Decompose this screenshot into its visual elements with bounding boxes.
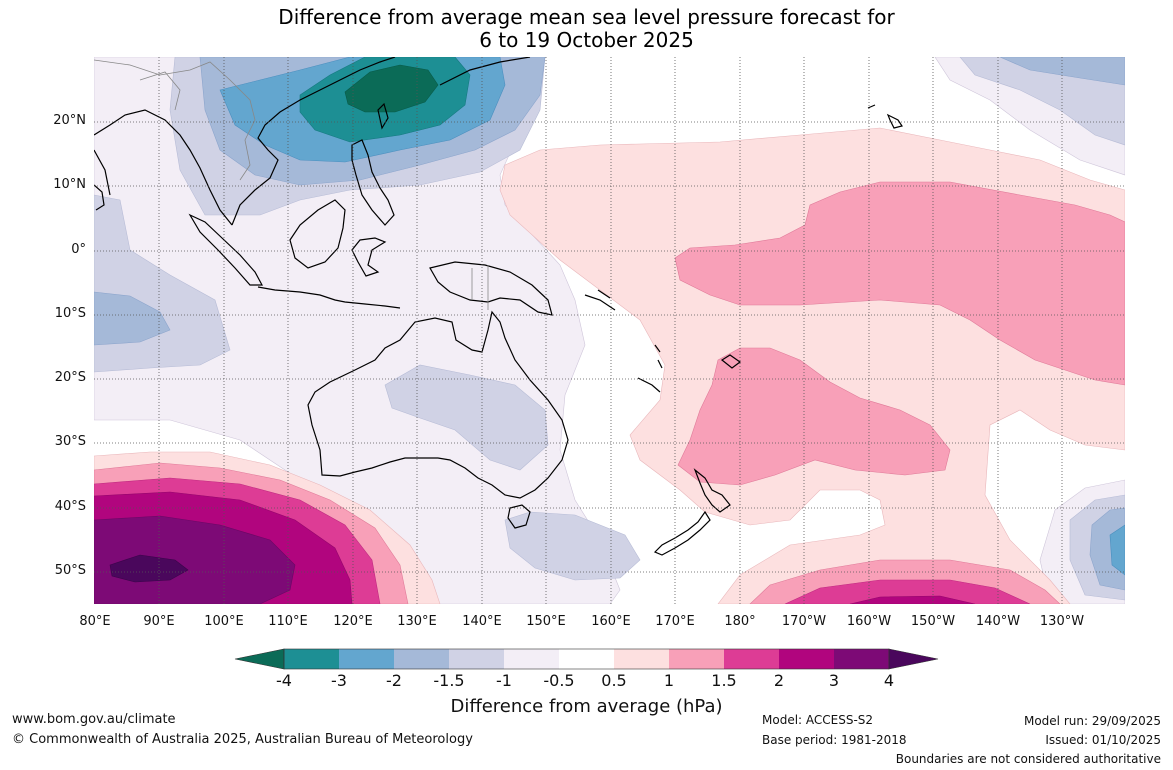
- lon-label: 110°E: [268, 614, 308, 629]
- lon-label: 140°W: [975, 614, 1021, 629]
- colorbar-tick-label: 0.5: [601, 671, 627, 690]
- graticule: [94, 57, 1125, 604]
- colorbar-tick-label: -1: [496, 671, 512, 690]
- colorbar-segment: [559, 649, 614, 669]
- colorbar-tick-label: -2: [386, 671, 402, 690]
- boundaries-disclaimer: Boundaries are not considered authoritat…: [895, 752, 1161, 766]
- colorbar-tick-label: 1: [663, 671, 675, 690]
- vanuatu-coastline: [654, 344, 663, 369]
- colorbar-segment: [779, 649, 834, 669]
- contour-negative-1: [504, 511, 641, 581]
- lat-label: 0°: [71, 242, 86, 257]
- colorbar-segment: [669, 649, 724, 669]
- base-period: Base period: 1981-2018: [762, 733, 907, 747]
- new-caledonia-coastline: [637, 377, 661, 393]
- lon-label: 160°E: [591, 614, 631, 629]
- india-coastline: [94, 149, 111, 196]
- lon-label: 160°W: [846, 614, 892, 629]
- lat-label: 50°S: [54, 563, 86, 578]
- colorbar-tick-label: 2: [773, 671, 785, 690]
- contour-positive-2: [849, 595, 976, 604]
- colorbar-segment: [504, 649, 559, 669]
- colorbar-segment: [449, 649, 504, 669]
- lon-label: 150°E: [526, 614, 566, 629]
- solomon-islands-coastline: [584, 289, 616, 311]
- contour-negative-1-5-se: [1089, 507, 1125, 591]
- colorbar-segment: [724, 649, 779, 669]
- colorbar-tick-label: 3: [828, 671, 840, 690]
- lat-label: 40°S: [54, 499, 86, 514]
- colorbar-tick-label: -1.5: [433, 671, 465, 690]
- lat-label: 20°S: [54, 370, 86, 385]
- contour-negative-4: [344, 64, 439, 113]
- colorbar-tick-label: -4: [276, 671, 292, 690]
- contour-positive-3-sw: [94, 515, 296, 604]
- colorbar-title: Difference from average (hPa): [450, 696, 723, 717]
- contour-positive-1: [674, 181, 1125, 386]
- website-link[interactable]: www.bom.gov.au/climate: [12, 712, 176, 727]
- lon-label: 170°E: [655, 614, 695, 629]
- taiwan-coastline: [377, 102, 389, 130]
- lon-label: 130°W: [1039, 614, 1085, 629]
- hawaii-coastline: [867, 104, 903, 129]
- new-zealand-south-island-coastline: [653, 510, 711, 556]
- contour-positive-1-5: [784, 579, 1031, 604]
- tasmania-coastline: [507, 504, 531, 529]
- contour-negative-1-5: [94, 291, 171, 346]
- colorbar-tick-label: 1.5: [711, 671, 737, 690]
- colorbar-extend-high: [889, 649, 938, 669]
- lat-label: 30°S: [54, 434, 86, 449]
- colorbar-extend-low: [235, 649, 284, 669]
- fiji-coastline: [720, 354, 742, 369]
- lon-label: 100°E: [204, 614, 244, 629]
- contour-positive-4-sw: [109, 554, 189, 583]
- country-borders: [94, 59, 489, 310]
- lon-label: 120°E: [333, 614, 373, 629]
- lon-label: 90°E: [143, 614, 175, 629]
- copyright-notice: © Commonwealth of Australia 2025, Austra…: [12, 732, 473, 747]
- map-title-line-2: 6 to 19 October 2025: [479, 28, 694, 52]
- philippines-coastline: [351, 139, 395, 226]
- sri-lanka-coastline: [94, 184, 105, 211]
- borneo-coastline: [289, 199, 346, 269]
- coastlines: [94, 57, 903, 556]
- lat-label: 20°N: [53, 113, 86, 128]
- lon-label: 140°E: [462, 614, 502, 629]
- lon-label: 150°W: [910, 614, 956, 629]
- contour-negative-2-se: [1109, 524, 1125, 576]
- colorbar-segment: [339, 649, 394, 669]
- contour-negative-1-5-pacific: [999, 57, 1125, 86]
- new-guinea-coastline: [429, 261, 553, 316]
- colorbar-segment: [614, 649, 669, 669]
- lat-label: 10°S: [54, 306, 86, 321]
- map-title-line-1: Difference from average mean sea level p…: [278, 5, 895, 29]
- model-run-date: Model run: 29/09/2025: [1023, 714, 1161, 728]
- colorbar-tick-label: -3: [331, 671, 347, 690]
- pressure-anomaly-map: [94, 57, 1125, 604]
- contour-positive-1: [677, 347, 951, 486]
- sumatra-coastline: [188, 213, 264, 286]
- new-zealand-north-island-coastline: [693, 468, 731, 513]
- lat-label: 10°N: [53, 177, 86, 192]
- colorbar-segment: [394, 649, 449, 669]
- australia-coastline: [307, 310, 569, 499]
- issued-date: Issued: 01/10/2025: [1045, 733, 1161, 747]
- japan-coastline: [439, 57, 531, 86]
- contour-negative-1: [384, 364, 549, 471]
- lon-label: 170°W: [781, 614, 827, 629]
- model-name: Model: ACCESS-S2: [762, 713, 874, 727]
- java-coastline: [257, 286, 401, 309]
- colorbar-tick-label: 4: [883, 671, 895, 690]
- colorbar-segment: [834, 649, 889, 669]
- colorbar-segment: [284, 649, 339, 669]
- lon-label: 80°E: [79, 614, 111, 629]
- colorbar-tick-label: -0.5: [543, 671, 575, 690]
- lon-label: 180°: [724, 614, 756, 629]
- lon-label: 130°E: [397, 614, 437, 629]
- contour-negative-1-pacific: [959, 57, 1125, 146]
- sulawesi-coastline: [351, 237, 387, 277]
